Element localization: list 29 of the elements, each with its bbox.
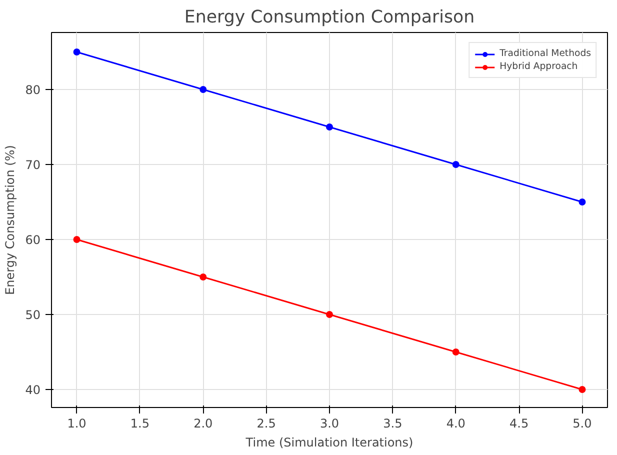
x-tick-label: 4.0 <box>446 416 466 430</box>
legend-label: Hybrid Approach <box>500 61 578 72</box>
y-tick-label: 50 <box>25 308 41 322</box>
point <box>578 386 586 393</box>
point <box>73 48 80 56</box>
y-tick-label: 70 <box>25 158 41 172</box>
chart-title: Energy Consumption Comparison <box>184 8 475 28</box>
x-tick-label: 1.5 <box>130 416 150 430</box>
x-tick-label: 3.5 <box>383 416 402 430</box>
point <box>200 86 207 93</box>
y-tick-label: 80 <box>25 83 41 97</box>
legend-label: Traditional Methods <box>500 48 591 59</box>
x-tick-label: 5.0 <box>572 416 592 430</box>
x-tick-label: 2.0 <box>194 416 213 430</box>
point <box>578 198 586 206</box>
y-tick-label: 40 <box>25 383 41 397</box>
point <box>326 311 333 318</box>
x-tick-label: 1.0 <box>67 416 86 430</box>
y-axis-title: Energy Consumption (%) <box>3 145 18 295</box>
y-tick-label: 60 <box>25 233 41 247</box>
x-axis-title: Time (Simulation Iterations) <box>244 436 414 450</box>
point <box>326 124 333 130</box>
point <box>73 236 80 243</box>
point <box>452 161 460 168</box>
x-tick-label: 3.0 <box>320 416 340 430</box>
x-tick-label: 2.5 <box>256 416 276 430</box>
x-tick-label: 4.5 <box>510 416 529 430</box>
point <box>452 348 460 356</box>
point <box>200 274 207 280</box>
